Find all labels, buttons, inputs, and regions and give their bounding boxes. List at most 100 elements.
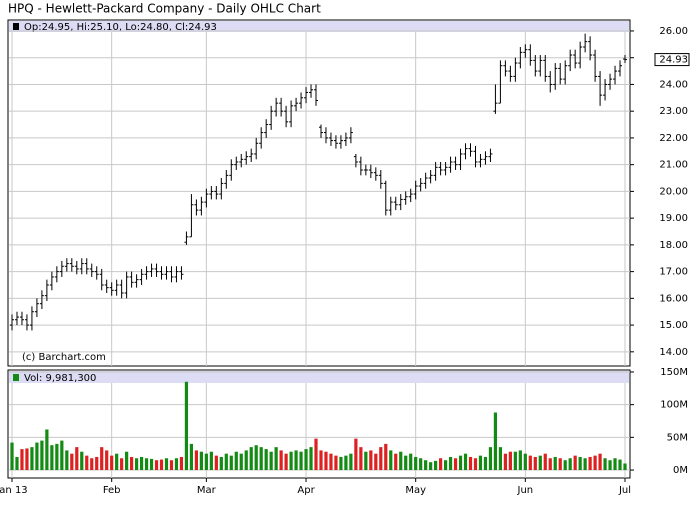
volume-bar [329,453,333,471]
volume-bar [234,451,238,471]
x-tick-label: Jul [618,485,631,496]
volume-bar [284,453,288,471]
volume-bar [40,440,44,471]
volume-bar [139,456,144,471]
volume-bar [593,455,597,471]
watermark: (c) Barchart.com [22,352,106,363]
volume-bar [179,456,184,471]
volume-bar [20,449,24,471]
y-tick-label: 21.00 [659,160,688,171]
volume-bar [324,451,328,471]
volume-bar [618,459,622,471]
volume-bar [274,447,278,471]
volume-bar [583,458,587,471]
volume-bar [174,458,179,471]
volume-bar [10,442,14,471]
volume-bar [613,458,617,471]
volume-bar [25,448,29,471]
volume-bar [419,458,423,471]
volume-bar [513,451,517,471]
volume-bar [598,453,602,471]
volume-bar [164,458,169,471]
last-price-label: 24.93 [659,55,688,66]
volume-bar [623,463,627,471]
y-tick-label: 26.00 [659,26,688,37]
volume-bar [523,453,527,471]
volume-bar [473,458,478,471]
volume-bar [483,456,488,471]
volume-bar [224,453,228,471]
volume-bar [70,453,74,471]
volume-bar [204,453,208,471]
price-header: Op:24.95, Hi:25.10, Lo:24.80, Cl:24.93 [24,22,217,33]
volume-bar [478,455,483,471]
volume-bar [95,456,99,471]
volume-bar [125,451,129,471]
volume-bar [85,455,89,471]
volume-bar [309,447,313,471]
x-tick-label: Feb [103,485,121,496]
volume-bar [149,458,154,471]
volume-bar [548,458,552,471]
y-tick-label: 22.00 [659,133,688,144]
volume-bar [244,450,248,471]
volume-bar [100,447,104,471]
volume-bar [409,453,413,471]
volume-bar [429,462,433,471]
volume-bar [189,443,194,471]
volume-bar [458,455,463,471]
volume-bar [314,438,318,471]
volume-bar [269,451,273,471]
price-panel [7,19,631,367]
y-tick-label: 16.00 [659,293,688,304]
volume-bar [199,451,203,471]
volume-bar [264,449,268,471]
price-header-band [9,21,629,32]
volume-bar [384,443,388,471]
volume-bar [553,456,557,471]
volume-header-band [9,371,629,383]
volume-bar [448,456,453,471]
volume-bar [558,458,562,471]
volume-bar [578,456,582,471]
y-tick-label: 50M [667,432,688,443]
volume-bar [75,447,79,471]
volume-bar [369,450,373,471]
volume-bar [254,445,258,471]
volume-bar [319,450,323,471]
volume-bar [194,450,198,471]
y-tick-label: 24.00 [659,79,688,90]
volume-bar [60,440,64,471]
volume-bar [394,453,398,471]
chart-title: HPQ - Hewlett-Packard Company - Daily OH… [8,2,321,16]
volume-bar [115,453,119,471]
volume-bar [105,450,109,471]
x-tick-label: Jan 13 [0,485,28,496]
volume-bar [468,456,473,471]
volume-bar [488,447,493,471]
y-tick-label: 100M [660,400,688,411]
volume-bar [538,455,542,471]
volume-bar [35,442,39,471]
y-tick-label: 0M [673,465,688,476]
volume-bar [508,451,512,471]
volume-bar [543,453,547,471]
volume-bar [374,453,378,471]
volume-bar [214,455,218,471]
x-tick-label: Mar [197,485,217,496]
volume-bar [219,456,223,471]
price-legend-icon [13,23,19,30]
volume-bar [364,451,368,471]
volume-bar [299,451,303,471]
volume-bar [608,460,612,471]
volume-bar [249,447,253,471]
volume-bar [344,455,348,471]
volume-bar [304,449,308,471]
volume-bar [339,456,343,471]
volume-bar [498,447,503,471]
x-tick-label: Jun [517,485,534,496]
volume-bar [45,429,49,471]
volume-bar [379,447,383,471]
volume-bar [399,451,403,471]
